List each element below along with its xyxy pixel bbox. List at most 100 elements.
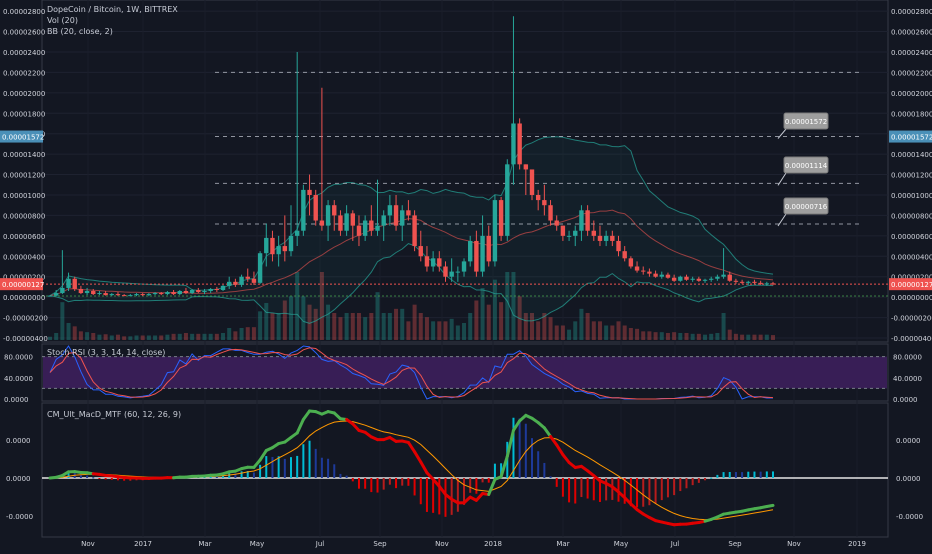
candle-body <box>351 213 355 225</box>
candle-body <box>505 164 509 236</box>
volume-bar <box>684 333 688 340</box>
volume-bar <box>128 336 132 340</box>
candle-body <box>412 215 416 246</box>
candle-body <box>567 236 571 237</box>
left-price-tick: 0.00002200 <box>3 69 45 77</box>
candle-body <box>320 221 324 226</box>
right-price-tick: 0.00000400 <box>891 253 932 261</box>
candle-body <box>332 205 336 215</box>
price-marker-label: 0.00001572 <box>891 134 932 142</box>
macd-histogram-bar <box>389 478 391 485</box>
volume-bar <box>487 305 491 340</box>
candle-body <box>184 291 188 293</box>
candle-body <box>301 190 305 231</box>
left-stoch-tick: 40.0000 <box>4 375 33 383</box>
candle-body <box>103 293 107 295</box>
candle-body <box>493 200 497 261</box>
macd-histogram-bar <box>370 478 372 492</box>
macd-histogram-bar <box>488 478 490 483</box>
volume-bar <box>240 328 244 340</box>
volume-bar <box>270 313 274 340</box>
candle-body <box>178 291 182 294</box>
bollinger-legend[interactable]: BB (20, close, 2) <box>47 26 178 37</box>
candle-body <box>684 277 688 280</box>
candle-body <box>128 295 132 296</box>
macd-histogram-bar <box>673 478 675 495</box>
macd-histogram-bar <box>228 473 230 478</box>
candle-body <box>233 282 237 285</box>
volume-bar <box>715 333 719 340</box>
volume-bar <box>227 328 231 340</box>
candle-body <box>54 293 58 296</box>
candle-body <box>530 169 534 195</box>
right-price-tick: 0.00002600 <box>891 29 932 37</box>
volume-bar <box>110 336 114 341</box>
volume-bar <box>635 329 639 340</box>
volume-bar <box>122 336 126 340</box>
candle-body <box>456 272 460 273</box>
macd-histogram-bar <box>98 478 100 479</box>
volume-bar <box>598 321 602 340</box>
chart-legend: DopeCoin / Bitcoin, 1W, BITTREX Vol (20)… <box>47 4 178 37</box>
volume-bar <box>277 313 281 340</box>
volume-bar <box>413 305 417 340</box>
candle-body <box>73 279 77 289</box>
macd-histogram-bar <box>364 478 366 489</box>
candle-body <box>449 272 453 277</box>
candle-body <box>561 226 565 236</box>
macd-histogram-bar <box>648 478 650 505</box>
volume-bar <box>752 335 756 340</box>
volume-legend[interactable]: Vol (20) <box>47 15 178 26</box>
volume-bar <box>406 321 410 340</box>
macd-histogram-bar <box>271 457 273 478</box>
candle-body <box>344 213 348 230</box>
volume-bar <box>740 335 744 340</box>
volume-bar <box>610 326 614 341</box>
macd-histogram-bar <box>685 478 687 488</box>
macd-histogram-bar <box>432 478 434 513</box>
macd-histogram-bar <box>475 478 477 494</box>
macd-histogram-bar <box>86 476 88 478</box>
macd-histogram-bar <box>333 464 335 478</box>
left-price-tick: 0.00000000 <box>3 294 45 302</box>
volume-bar <box>450 319 454 340</box>
right-stoch-tick: 0.0000 <box>893 396 918 404</box>
macd-legend[interactable]: CM_Ult_MacD_MTF (60, 12, 26, 9) <box>47 409 181 420</box>
right-macd-tick: -0.0000 <box>896 513 923 521</box>
stoch-legend[interactable]: Stoch RSI (3, 3, 14, 14, close) <box>47 347 165 358</box>
right-price-tick: -0.00000200 <box>891 315 932 323</box>
macd-histogram-bar <box>327 459 329 478</box>
volume-bar <box>190 334 194 340</box>
volume-bar <box>48 337 52 340</box>
volume-bar <box>555 326 559 341</box>
candle-body <box>406 210 410 215</box>
candle-body <box>66 279 70 288</box>
volume-bar <box>468 313 472 340</box>
symbol-title[interactable]: DopeCoin / Bitcoin, 1W, BITTREX <box>47 4 178 15</box>
candle-body <box>468 241 472 261</box>
candle-body <box>85 291 89 293</box>
candle-body <box>765 283 769 284</box>
right-price-tick: -0.00000400 <box>891 335 932 343</box>
macd-histogram-bar <box>772 471 774 478</box>
candle-body <box>165 292 169 294</box>
macd-histogram-bar <box>469 478 471 493</box>
volume-bar <box>141 336 145 341</box>
right-macd-tick: 0.0000 <box>896 475 921 483</box>
volume-bar <box>709 334 713 340</box>
candle-body <box>116 294 120 295</box>
macd-histogram-bar <box>339 474 341 478</box>
macd-histogram-bar <box>766 471 768 478</box>
candle-body <box>721 275 725 277</box>
volume-bar <box>579 309 583 340</box>
macd-histogram-bar <box>241 471 243 478</box>
candle-body <box>542 200 546 205</box>
macd-histogram-bar <box>667 478 669 497</box>
macd-histogram-bar <box>716 475 718 478</box>
macd-histogram-bar <box>309 441 311 478</box>
right-price-tick: 0.00000800 <box>891 212 932 220</box>
macd-histogram-bar <box>352 478 354 481</box>
macd-histogram-bar <box>537 451 539 478</box>
